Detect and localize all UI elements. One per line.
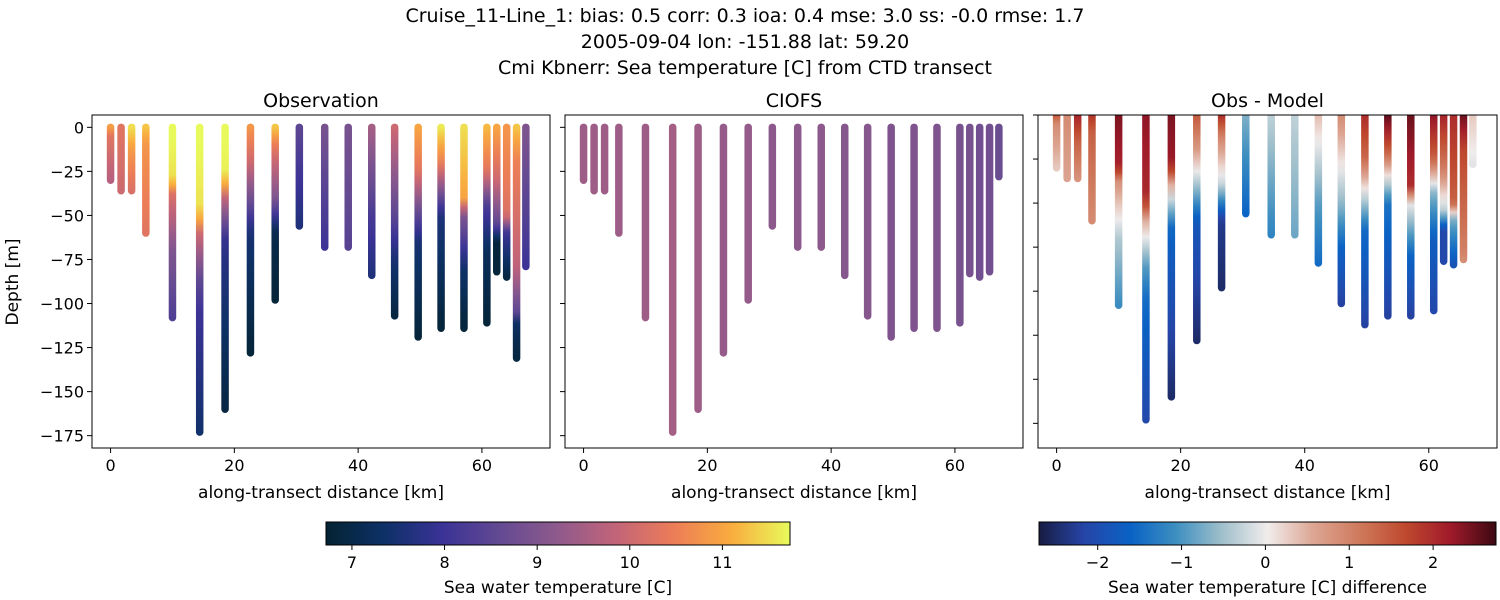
colorbar-tick-label: −2 <box>1086 553 1110 572</box>
x-tick-label: 40 <box>1295 456 1315 475</box>
panel-title: Observation <box>263 90 379 112</box>
cast-layer <box>1052 115 1477 424</box>
title-line-2: 2005-09-04 lon: -151.88 lat: 59.20 <box>581 31 909 53</box>
x-tick-label: 60 <box>472 456 492 475</box>
colorbar-gradient <box>1038 521 1497 546</box>
colorbar-tick-label: 2 <box>1428 553 1438 572</box>
x-tick-label: 40 <box>821 456 841 475</box>
colorbar-tick-label: 0 <box>1260 553 1270 572</box>
axes-frame <box>564 114 1024 449</box>
title-line-3: Cmi Kbnerr: Sea temperature [C] from CTD… <box>498 57 992 79</box>
cast-layer <box>106 123 530 436</box>
colorbar-tick-label: 10 <box>620 553 640 572</box>
colorbar-tick-label: 1 <box>1344 553 1354 572</box>
axes-frame <box>91 114 551 449</box>
x-tick-label: 60 <box>1419 456 1439 475</box>
x-axis-label: along-transect distance [km] <box>198 483 444 503</box>
x-tick-label: 20 <box>697 456 717 475</box>
y-tick-label: −75 <box>50 250 84 269</box>
y-tick-label: −150 <box>40 383 84 402</box>
x-tick-label: 40 <box>348 456 368 475</box>
panel-observation: Observation 0 20 40 60 along-transect distanc… <box>3 90 551 503</box>
cast-layer <box>579 123 1003 436</box>
x-tick-label: 20 <box>1170 456 1190 475</box>
x-tick-label: 0 <box>105 456 115 475</box>
panel-title: CIOFS <box>766 90 822 112</box>
axes-frame <box>1037 114 1498 449</box>
colorbar-tick-label: −1 <box>1170 553 1194 572</box>
panel-obs-model: Obs - Model 0 20 40 60 along-transect distanc… <box>1033 90 1498 503</box>
colorbar-label: Sea water temperature [C] difference <box>1108 578 1427 598</box>
colorbar-tick-label: 7 <box>347 553 357 572</box>
x-tick-label: 0 <box>578 456 588 475</box>
colorbar-gradient <box>325 521 791 546</box>
x-tick-label: 0 <box>1052 456 1062 475</box>
colorbar-tick-label: 8 <box>439 553 449 572</box>
x-axis-label: along-transect distance [km] <box>671 483 917 503</box>
y-tick-label: −100 <box>40 295 84 314</box>
colorbar-tick-label: 11 <box>712 553 732 572</box>
x-tick-label: 60 <box>945 456 965 475</box>
x-tick-label: 20 <box>224 456 244 475</box>
y-tick-label: −50 <box>50 206 84 225</box>
y-axis-label: Depth [m] <box>3 238 23 325</box>
panel-title: Obs - Model <box>1211 90 1324 112</box>
colorbar-temperature: 7 8 9 10 11 Sea water temperature [C] <box>325 521 791 598</box>
y-tick-label: −175 <box>40 427 84 446</box>
colorbar-tick-label: 9 <box>532 553 542 572</box>
y-tick-label: −125 <box>40 339 84 358</box>
x-axis-label: along-transect distance [km] <box>1145 483 1391 503</box>
y-tick-label: 0 <box>74 118 84 137</box>
panel-ciofs: CIOFS 0 20 40 60 along-transect distance [km] <box>560 90 1024 503</box>
colorbar-label: Sea water temperature [C] <box>444 578 672 598</box>
y-tick-label: −25 <box>50 162 84 181</box>
title-line-1: Cruise_11-Line_1: bias: 0.5 corr: 0.3 io… <box>405 5 1084 27</box>
